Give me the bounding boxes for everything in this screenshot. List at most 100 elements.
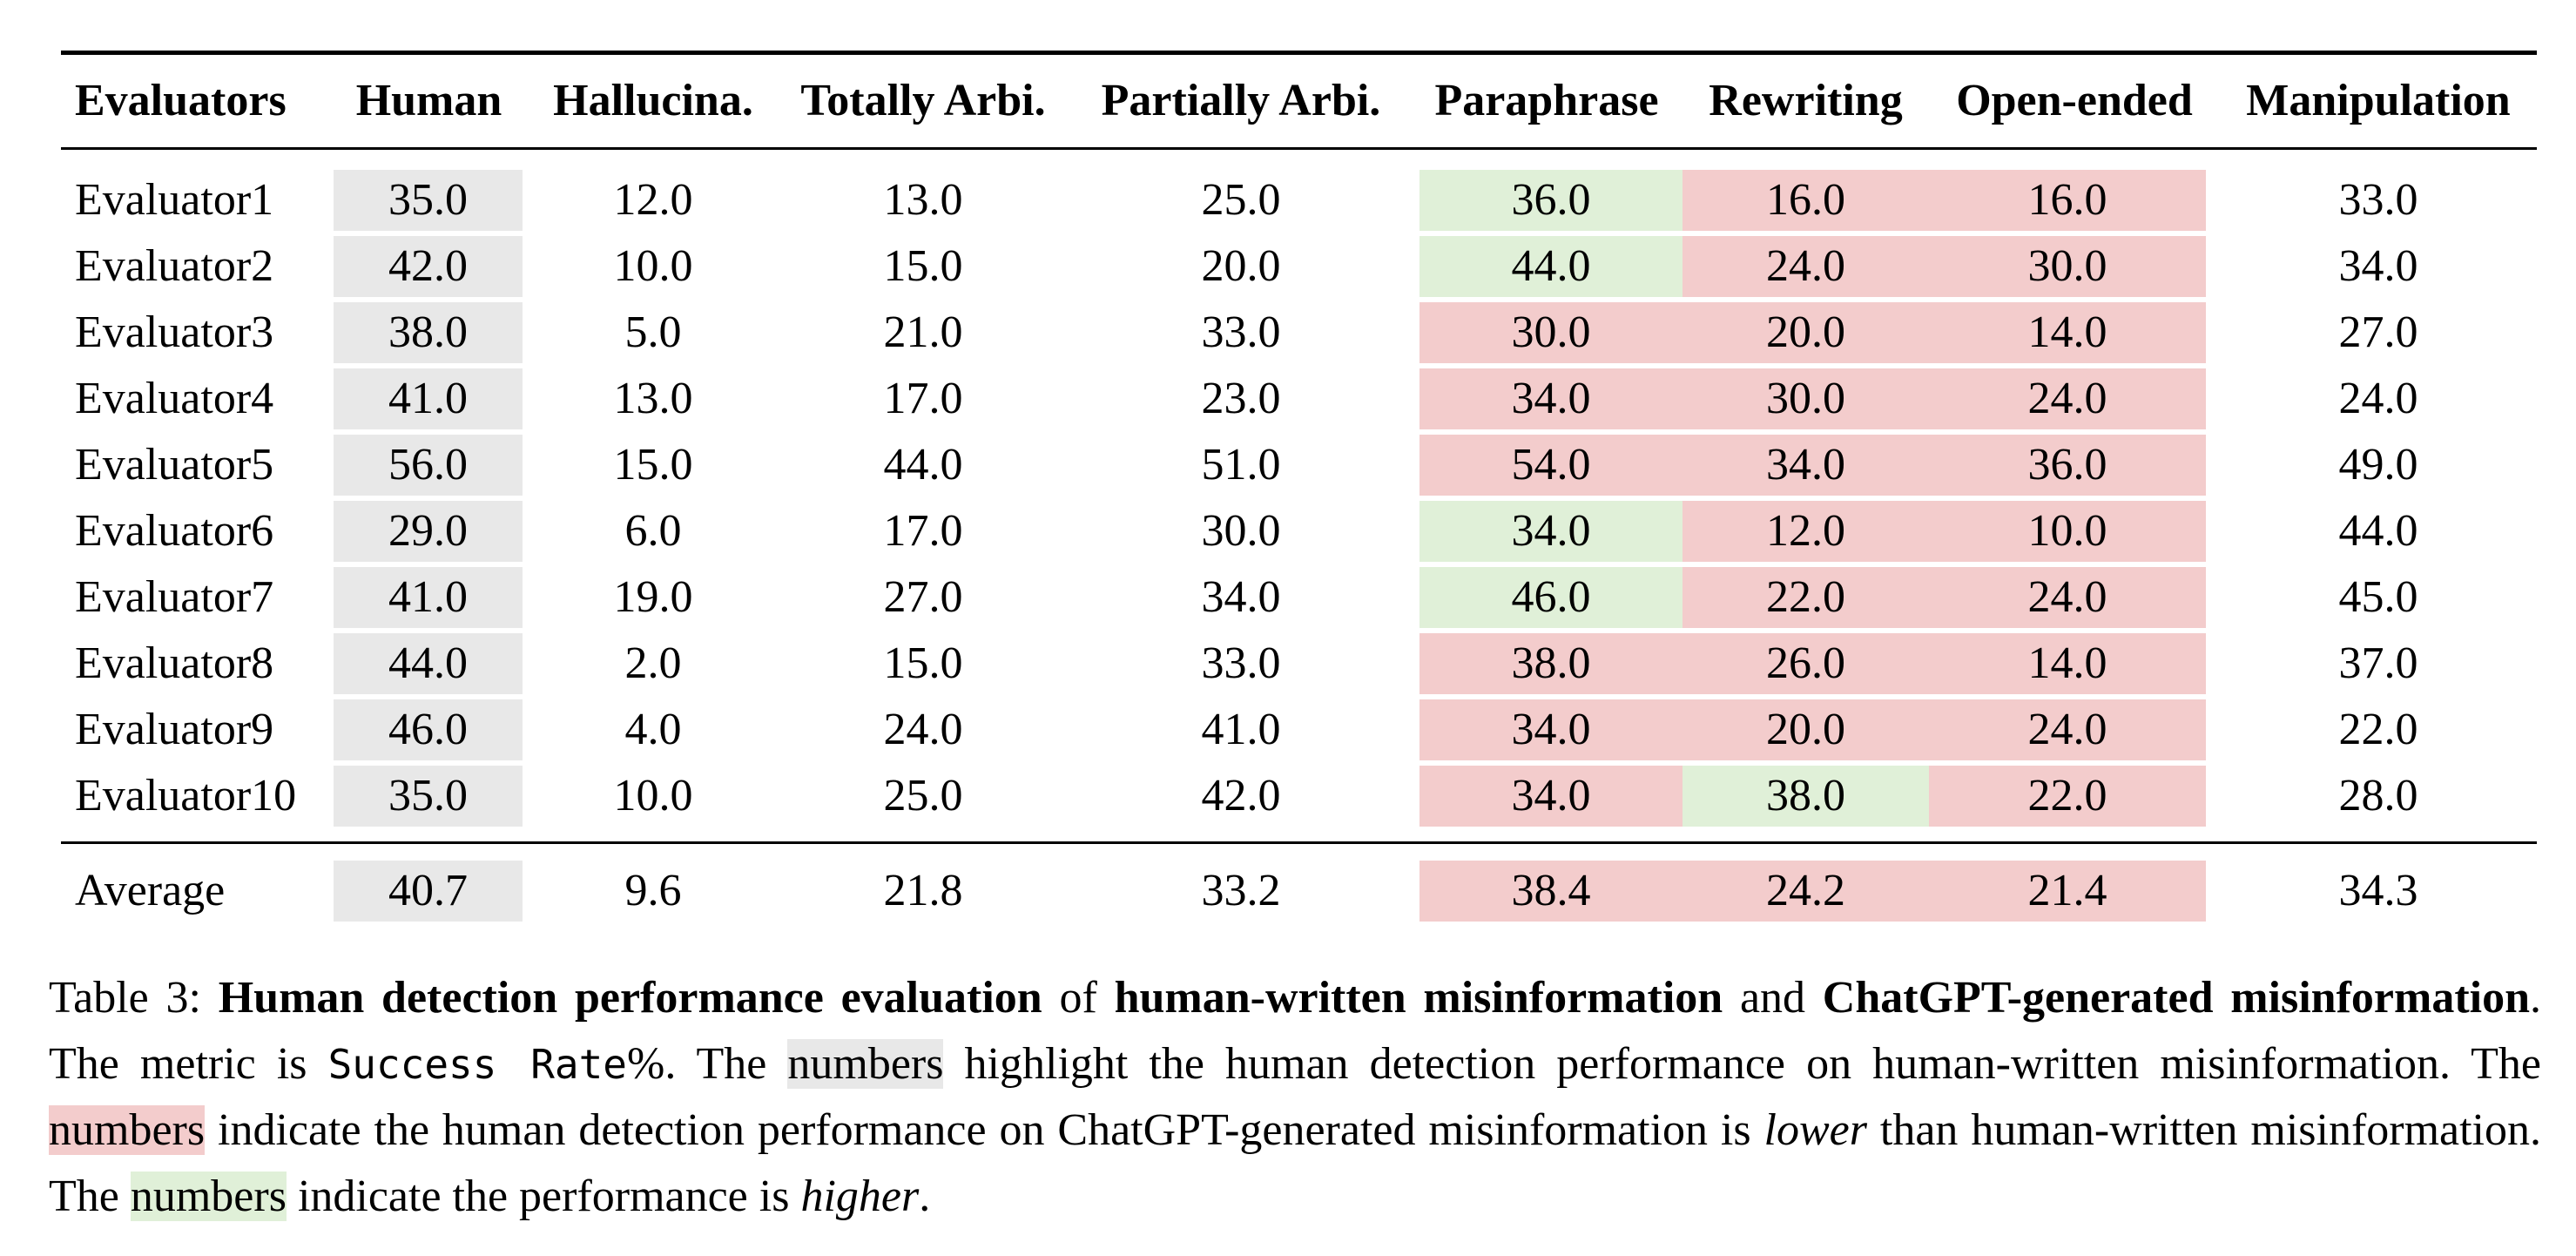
score-value: 44.0 [334, 633, 523, 694]
score-cell: 30.0 [1411, 300, 1682, 366]
column-header-human: Human [327, 51, 531, 150]
score-value: 23.0 [1201, 374, 1281, 423]
score-cell: 16.0 [1929, 150, 2220, 233]
caption-text-3: . The metric is [49, 973, 2541, 1089]
score-value: 49.0 [2338, 440, 2418, 490]
score-cell: 24.0 [1929, 564, 2220, 631]
score-value: 35.0 [334, 766, 523, 827]
score-value: 24.0 [1929, 567, 2206, 628]
evaluator-name-cell: Average [61, 844, 327, 936]
score-value: 10.0 [613, 771, 693, 820]
score-value: 13.0 [883, 175, 963, 225]
score-cell: 51.0 [1071, 432, 1411, 498]
score-value: 30.0 [1201, 506, 1281, 556]
score-value: 38.0 [334, 302, 523, 363]
score-cell: 30.0 [1929, 233, 2220, 300]
evaluator-name-cell: Evaluator9 [75, 705, 274, 754]
score-value: 25.0 [1201, 175, 1281, 225]
caption-label: Table 3: [49, 973, 219, 1023]
score-cell: 45.0 [2220, 564, 2537, 631]
score-value: 34.0 [1682, 435, 1929, 496]
score-cell: 33.0 [2220, 150, 2537, 233]
score-value: 41.0 [1201, 705, 1281, 754]
score-cell: 13.0 [531, 366, 775, 432]
score-cell: 21.8 [775, 844, 1071, 936]
score-value: 30.0 [1929, 236, 2206, 297]
score-cell: 22.0 [1682, 564, 1929, 631]
score-value: 34.0 [1419, 368, 1682, 429]
score-value: 44.0 [2338, 506, 2418, 556]
column-header-paraphrase: Paraphrase [1411, 51, 1682, 150]
table-row: Evaluator2 42.0 10.0 15.0 20.0 44.0 24.0 30.0 34… [61, 233, 2537, 300]
score-cell: 24.0 [1929, 697, 2220, 763]
score-cell: 5.0 [531, 300, 775, 366]
score-cell: 28.0 [2220, 763, 2537, 841]
score-cell: 14.0 [1929, 300, 2220, 366]
table-row: Evaluator7 41.0 19.0 27.0 34.0 46.0 22.0 24.0 45… [61, 564, 2537, 631]
score-value: 20.0 [1682, 302, 1929, 363]
score-value: 28.0 [2338, 771, 2418, 820]
table-row: Evaluator1 35.0 12.0 13.0 25.0 36.0 16.0 16.0 33… [61, 150, 2537, 233]
score-cell: 4.0 [531, 697, 775, 763]
separator-cell [327, 841, 531, 844]
caption-bold-3: ChatGPT-generated misinformation [1822, 973, 2530, 1023]
separator-cell [1682, 841, 1929, 844]
caption-bold-1: Human detection performance evaluation [218, 973, 1042, 1023]
score-value: 24.0 [883, 705, 963, 754]
table-row: Evaluator6 29.0 6.0 17.0 30.0 34.0 12.0 10.0 44.… [61, 498, 2537, 564]
evaluator-name-cell: Evaluator3 [75, 307, 274, 357]
score-value: 51.0 [1201, 440, 1281, 490]
score-cell: 38.0 [1682, 763, 1929, 841]
score-value: 56.0 [334, 435, 523, 496]
score-value: 24.0 [2338, 374, 2418, 423]
score-cell: 34.0 [1411, 763, 1682, 841]
score-value: 34.0 [1201, 572, 1281, 622]
table-row: Evaluator10 35.0 10.0 25.0 42.0 34.0 38.0 22.0 2… [61, 763, 2537, 841]
score-cell: 33.2 [1071, 844, 1411, 936]
caption-gray-highlight: numbers [787, 1039, 944, 1089]
score-cell: 46.0 [327, 697, 531, 763]
score-value: 33.2 [1201, 866, 1281, 915]
score-cell: 30.0 [1071, 498, 1411, 564]
score-cell: 37.0 [2220, 631, 2537, 697]
caption-text-2: and [1723, 973, 1823, 1023]
score-value: 35.0 [334, 170, 523, 231]
score-cell: 35.0 [327, 150, 531, 233]
score-cell: 21.4 [1929, 844, 2220, 936]
score-value: 37.0 [2338, 638, 2418, 688]
score-value: 33.0 [2338, 175, 2418, 225]
score-cell: 12.0 [531, 150, 775, 233]
separator-cell [531, 841, 775, 844]
separator-cell [1071, 841, 1411, 844]
column-header-evaluators: Evaluators [61, 51, 327, 150]
score-value: 20.0 [1682, 699, 1929, 760]
score-cell: 16.0 [1682, 150, 1929, 233]
caption-text-4: %. The [627, 1039, 788, 1089]
score-value: 16.0 [1682, 170, 1929, 231]
score-value: 14.0 [1929, 633, 2206, 694]
score-cell: 15.0 [775, 631, 1071, 697]
score-value: 17.0 [883, 506, 963, 556]
score-value: 21.4 [1929, 861, 2206, 922]
evaluator-name-cell: Evaluator4 [75, 374, 274, 423]
score-value: 54.0 [1419, 435, 1682, 496]
separator-cell [775, 841, 1071, 844]
score-value: 17.0 [883, 374, 963, 423]
score-cell: 22.0 [2220, 697, 2537, 763]
score-cell: 19.0 [531, 564, 775, 631]
score-cell: 34.0 [1071, 564, 1411, 631]
score-cell: 46.0 [1411, 564, 1682, 631]
table-row: Evaluator8 44.0 2.0 15.0 33.0 38.0 26.0 14.0 37.… [61, 631, 2537, 697]
score-value: 13.0 [613, 374, 693, 423]
score-value: 9.6 [624, 866, 682, 915]
score-value: 21.8 [883, 866, 963, 915]
caption-text-7: than human-written misinformation. The [49, 1105, 2542, 1221]
score-value: 24.2 [1682, 861, 1929, 922]
score-value: 22.0 [1929, 766, 2206, 827]
average-row: Average 40.7 9.6 21.8 33.2 38.4 24.2 21.4 34.3 [61, 844, 2537, 936]
score-cell: 24.0 [1682, 233, 1929, 300]
score-cell: 24.2 [1682, 844, 1929, 936]
score-value: 25.0 [883, 771, 963, 820]
score-cell: 17.0 [775, 498, 1071, 564]
caption-text-5: highlight the human detection performanc… [943, 1039, 2541, 1089]
